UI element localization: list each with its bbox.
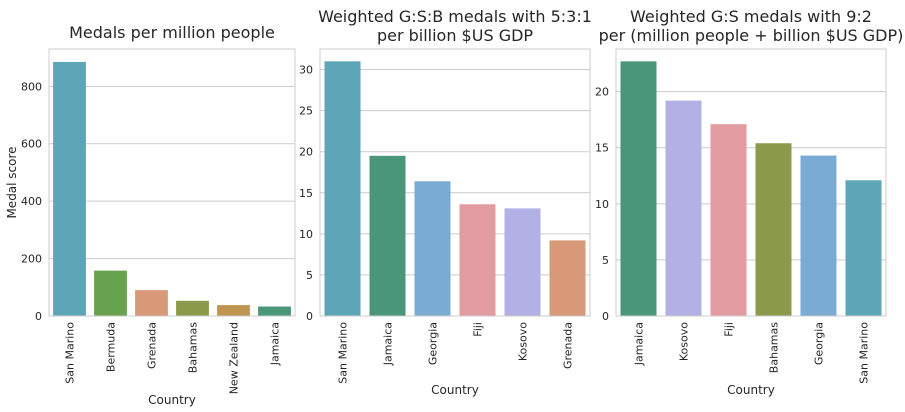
x-tick-label-1-2: Grenada <box>146 322 159 369</box>
x-tick-label-2-0: San Marino <box>337 322 350 384</box>
x-tick-label-3-4: Georgia <box>813 322 826 365</box>
bar-3-fiji <box>710 124 747 316</box>
y-tick-label-1-0: 0 <box>35 310 42 323</box>
bar-2-georgia <box>414 181 451 316</box>
bar-2-jamaica <box>369 155 406 316</box>
x-tick-label-2-4: Kosovo <box>517 322 530 361</box>
y-tick-label-2-5: 25 <box>299 105 313 118</box>
x-tick-label-3-1: Kosovo <box>678 322 691 361</box>
bar-3-georgia <box>800 155 837 316</box>
chart-title-2-line-1: Weighted G:S:B medals with 5:3:1 <box>318 7 592 26</box>
chart-title-3-line-1: Weighted G:S medals with 9:2 <box>630 7 872 26</box>
x-tick-label-3-3: Bahamas <box>768 322 781 373</box>
y-tick-label-2-3: 15 <box>299 187 313 200</box>
y-tick-label-3-1: 5 <box>602 254 609 267</box>
y-tick-label-3-2: 10 <box>595 198 609 211</box>
plot-frame-1 <box>48 48 296 317</box>
bar-1-new-zealand <box>217 305 250 316</box>
y-tick-label-3-4: 20 <box>595 86 609 99</box>
x-tick-label-1-1: Bermuda <box>105 322 118 372</box>
y-tick-label-1-1: 200 <box>21 253 42 266</box>
y-tick-label-1-3: 600 <box>21 138 42 151</box>
bar-3-bahamas <box>755 143 792 316</box>
y-tick-label-2-0: 0 <box>306 310 313 323</box>
y-tick-label-2-4: 20 <box>299 146 313 159</box>
x-tick-label-2-1: Jamaica <box>382 322 395 366</box>
x-axis-label-2: Country <box>431 383 479 397</box>
y-tick-label-2-6: 30 <box>299 64 313 77</box>
x-tick-label-3-0: Jamaica <box>633 322 646 366</box>
x-tick-label-1-3: Bahamas <box>187 322 200 373</box>
bar-1-jamaica <box>258 306 291 316</box>
y-tick-label-3-0: 0 <box>602 310 609 323</box>
y-tick-label-2-2: 10 <box>299 228 313 241</box>
bar-3-kosovo <box>665 100 702 316</box>
x-tick-label-1-5: Jamaica <box>269 322 282 366</box>
x-tick-label-1-0: San Marino <box>64 322 77 384</box>
chart-title-3-line-2: per (million people + billion $US GDP) <box>599 26 904 45</box>
chart-title-1: Medals per million people <box>69 23 275 42</box>
bar-1-san-marino <box>53 61 86 316</box>
plot-frame-2 <box>319 48 591 317</box>
x-tick-label-3-2: Fiji <box>723 322 736 337</box>
x-axis-label-3: Country <box>727 383 775 397</box>
y-axis-label-1: Medal score <box>5 146 19 218</box>
bar-1-bermuda <box>94 270 127 316</box>
y-tick-label-3-3: 15 <box>595 142 609 155</box>
bar-2-grenada <box>549 240 586 316</box>
bar-3-jamaica <box>620 61 657 317</box>
x-tick-label-2-5: Grenada <box>562 322 575 369</box>
x-tick-label-2-3: Fiji <box>472 322 485 337</box>
y-tick-label-1-2: 400 <box>21 195 42 208</box>
bar-1-grenada <box>135 290 168 316</box>
x-tick-label-1-4: New Zealand <box>228 322 241 394</box>
bar-2-fiji <box>459 204 496 316</box>
chart-title-2-line-2: per billion $US GDP <box>377 26 533 45</box>
x-tick-label-2-2: Georgia <box>427 322 440 365</box>
y-tick-label-2-1: 5 <box>306 269 313 282</box>
plot-frame-3 <box>615 48 887 317</box>
y-tick-label-1-4: 800 <box>21 80 42 93</box>
bar-1-bahamas <box>176 300 209 316</box>
bar-2-kosovo <box>504 208 541 316</box>
bar-2-san-marino <box>324 61 361 317</box>
bar-3-san-marino <box>845 180 882 316</box>
x-axis-label-1: Country <box>148 393 196 407</box>
x-tick-label-3-5: San Marino <box>858 322 871 384</box>
